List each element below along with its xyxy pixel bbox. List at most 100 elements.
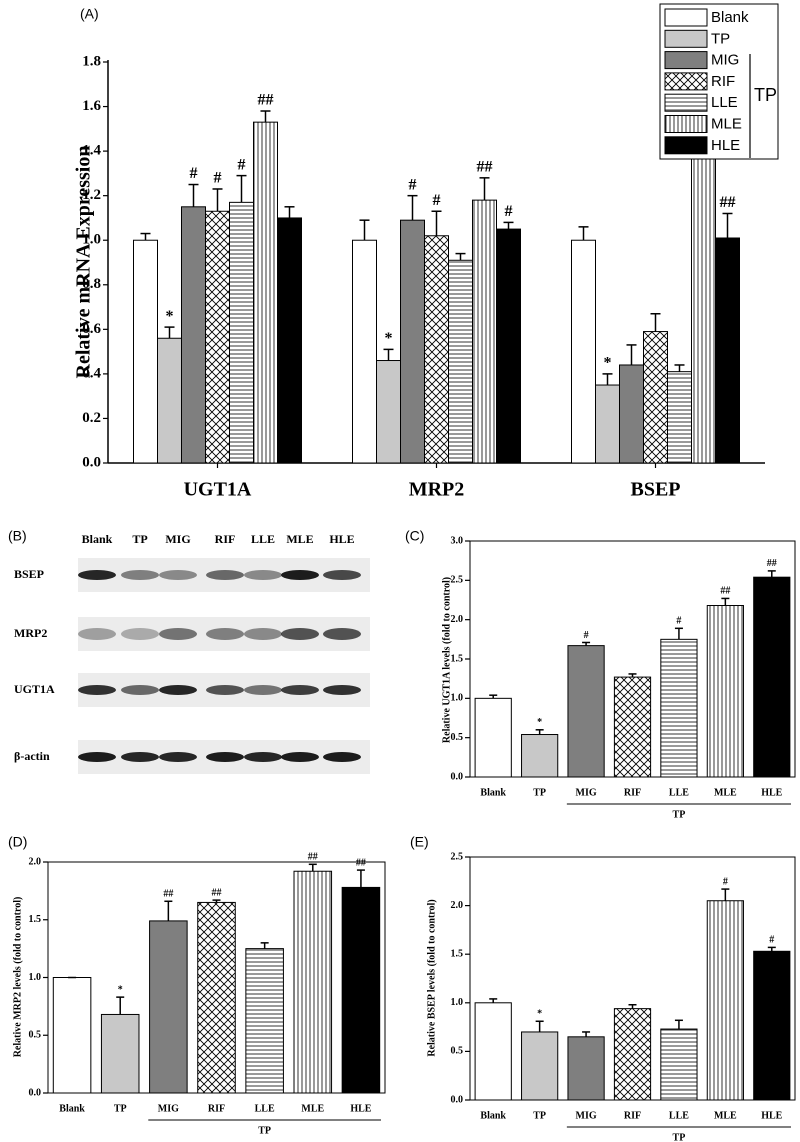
bar xyxy=(229,201,254,464)
x-tick-label: HLE xyxy=(761,787,782,798)
bar xyxy=(472,199,497,464)
bar xyxy=(691,155,716,464)
significance-mark: ## xyxy=(308,852,318,863)
panel-label: (E) xyxy=(410,834,429,850)
bar xyxy=(376,360,401,464)
y-tick-label: 0.4 xyxy=(82,365,101,381)
y-tick-label: 1.0 xyxy=(451,693,464,704)
row-label: BSEP xyxy=(14,567,44,581)
y-tick-label: 0.6 xyxy=(82,321,101,337)
blot-band xyxy=(323,752,361,762)
y-tick-label: 0.8 xyxy=(82,276,101,292)
panel-label: (D) xyxy=(8,834,27,850)
lane-label: HLE xyxy=(329,532,354,546)
bar xyxy=(245,948,284,1094)
y-axis-label: Relative MRP2 levels (fold to control) xyxy=(12,897,23,1058)
row-label: UGT1A xyxy=(14,682,55,696)
bar xyxy=(753,950,791,1101)
significance-mark: * xyxy=(166,308,174,325)
significance-mark: ## xyxy=(477,159,493,176)
blot-band xyxy=(159,752,197,762)
x-tick-label: TP xyxy=(533,787,546,798)
significance-mark: ## xyxy=(163,889,173,900)
significance-mark: # xyxy=(238,156,246,173)
legend-swatch xyxy=(664,29,708,48)
blot-band xyxy=(206,685,244,695)
significance-mark: ## xyxy=(720,194,736,211)
lane-label: Blank xyxy=(82,532,113,546)
bar xyxy=(521,734,559,778)
blot-band xyxy=(244,570,282,580)
bar xyxy=(706,900,744,1101)
blot-band xyxy=(78,752,116,762)
y-tick-label: 1.5 xyxy=(451,948,464,959)
x-tick-label: Blank xyxy=(480,787,506,798)
blot-band xyxy=(78,685,116,695)
blot-band xyxy=(281,685,319,695)
blot-band xyxy=(244,752,282,762)
blot-band xyxy=(323,628,361,640)
bar xyxy=(253,121,278,464)
group-label: TP xyxy=(673,1132,686,1142)
legend-swatch xyxy=(664,51,708,70)
bar xyxy=(753,576,791,778)
significance-mark: # xyxy=(433,192,441,209)
y-axis-label: Relative mRNA Expression xyxy=(73,146,95,379)
significance-mark: # xyxy=(505,203,513,220)
blot-band xyxy=(281,752,319,762)
bar xyxy=(660,1028,698,1101)
bar xyxy=(660,638,698,778)
blot-band xyxy=(244,685,282,695)
y-tick-label: 2.0 xyxy=(451,900,464,911)
blot-band xyxy=(121,570,159,580)
significance-mark: # xyxy=(584,630,589,641)
significance-mark: * xyxy=(118,984,123,995)
bar xyxy=(595,384,620,464)
x-tick-label: HLE xyxy=(761,1110,782,1121)
legend-swatch xyxy=(664,72,708,91)
bar xyxy=(341,886,381,1094)
lane-label: TP xyxy=(132,532,147,546)
bar xyxy=(567,645,605,778)
y-tick-label: 1.6 xyxy=(82,98,101,114)
x-tick-label: MLE xyxy=(301,1103,324,1114)
blot-band xyxy=(206,570,244,580)
group-label: TP xyxy=(673,809,686,820)
blot-band xyxy=(159,628,197,640)
blot-band xyxy=(206,628,244,640)
significance-mark: # xyxy=(409,176,417,193)
bar xyxy=(100,1013,140,1094)
significance-mark: * xyxy=(385,330,393,347)
lane-label: MIG xyxy=(165,532,190,546)
blot-band xyxy=(78,570,116,580)
y-tick-label: 2.5 xyxy=(451,851,464,862)
blot-band xyxy=(159,685,197,695)
bar xyxy=(643,331,668,464)
bar xyxy=(352,239,377,464)
bar xyxy=(521,1031,559,1101)
legend-label: TP xyxy=(711,30,730,47)
bar xyxy=(149,920,188,1094)
bar xyxy=(474,697,512,778)
bar xyxy=(424,235,449,464)
blot-band xyxy=(323,570,361,580)
x-tick-label: BSEP xyxy=(630,479,680,501)
blot-band xyxy=(281,570,319,580)
bar xyxy=(715,237,740,464)
y-tick-label: 0.0 xyxy=(451,771,464,782)
x-tick-label: LLE xyxy=(669,787,689,798)
y-tick-label: 1.2 xyxy=(82,187,101,203)
y-tick-label: 2.0 xyxy=(29,856,42,867)
legend-group-label: TP xyxy=(754,85,777,105)
x-tick-label: TP xyxy=(533,1110,546,1121)
significance-mark: ## xyxy=(258,92,274,109)
legend-swatch xyxy=(664,136,708,155)
legend-label: Blank xyxy=(711,9,749,26)
significance-mark: # xyxy=(723,876,728,887)
significance-mark: # xyxy=(769,935,774,946)
blot-band xyxy=(281,628,319,640)
blot-band xyxy=(244,628,282,640)
y-tick-label: 0.0 xyxy=(451,1094,464,1105)
blot-band xyxy=(121,685,159,695)
x-tick-label: Blank xyxy=(480,1110,506,1121)
